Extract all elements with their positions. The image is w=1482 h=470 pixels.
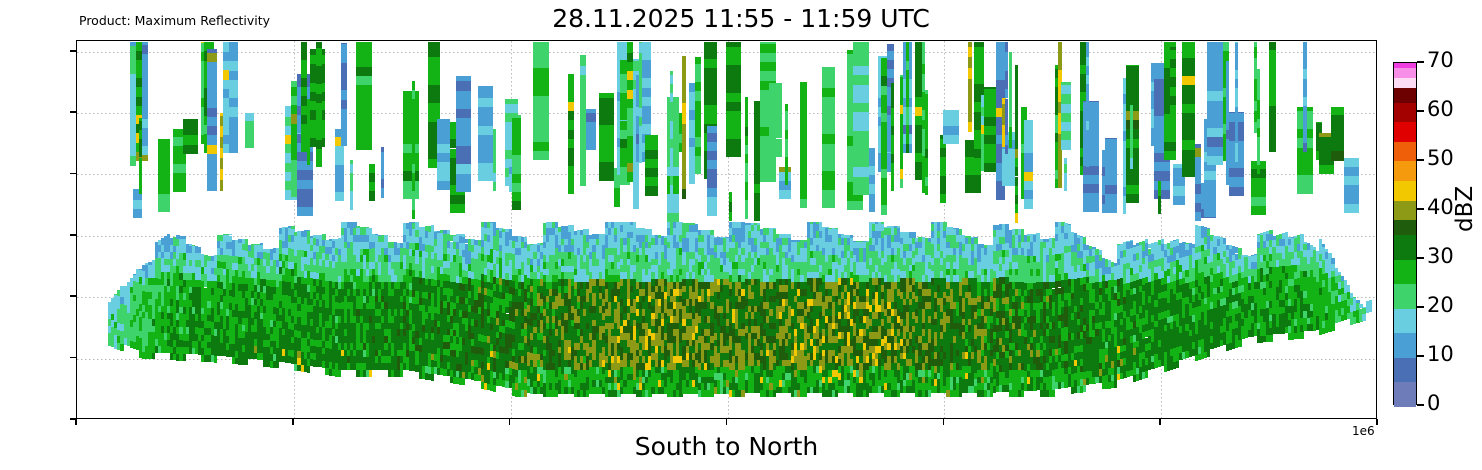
colorbar-tick [1417,110,1424,112]
y-axis-tick [70,111,76,113]
colorbar-band [1394,102,1416,123]
colorbar-tick [1417,404,1424,406]
x-axis-offset-text: 1e6 [1352,424,1375,438]
colorbar-band [1394,234,1416,260]
gridline-horizontal [77,174,1376,176]
page-title: 28.11.2025 11:55 - 11:59 UTC [0,4,1482,33]
colorbar-band [1394,200,1416,221]
y-axis-tick [70,356,76,359]
colorbar-tick-label: 20 [1427,293,1454,317]
gridline-vertical [1161,41,1163,418]
colorbar-band [1394,308,1416,333]
colorbar-band [1394,283,1416,309]
colorbar-tick-label: 50 [1427,146,1454,170]
y-axis-tick [70,234,76,236]
colorbar-band [1394,180,1416,201]
colorbar-band [1394,161,1416,182]
x-axis-tick [942,419,945,425]
x-axis-tick [725,419,728,425]
y-axis-tick [70,295,76,298]
colorbar-band [1394,259,1416,284]
y-axis-tick [70,172,76,175]
colorbar-band [1394,381,1416,407]
colorbar-title: dBZ [1452,186,1478,232]
x-axis-tick [292,419,294,425]
x-axis-label: South to North [76,432,1377,461]
x-axis-tick [1159,419,1161,425]
colorbar-tick-label: 60 [1427,97,1454,121]
colorbar-band [1394,77,1416,88]
x-axis-tick [508,419,511,425]
colorbar-tick [1417,208,1424,210]
colorbar: 0 10 20 30 40 50 60 70 [1393,48,1454,415]
colorbar-tick [1417,159,1424,161]
gridline-vertical [727,41,729,418]
colorbar-band [1394,87,1416,103]
colorbar-band [1394,67,1416,79]
product-label: Product: Maximum Reflectivity [79,13,270,28]
colorbar-tick-label: 30 [1427,244,1454,268]
colorbar-tick-label: 40 [1427,195,1454,219]
colorbar-tick [1417,306,1424,308]
colorbar-tick-label: 70 [1427,48,1454,72]
x-axis-tick [75,419,77,425]
x-axis-tick [1376,419,1378,425]
y-axis-tick [70,49,76,52]
colorbar-tick [1417,355,1424,357]
colorbar-band [1394,332,1416,358]
colorbar-band [1394,63,1416,69]
colorbar-band [1394,357,1416,382]
colorbar-tick [1417,257,1424,259]
colorbar-tick-label: 0 [1427,391,1440,415]
colorbar-band [1394,121,1416,142]
colorbar-tick-label: 10 [1427,342,1454,366]
colorbar-band [1394,219,1416,235]
y-axis-tick [70,418,76,420]
reflectivity-field [77,41,1376,418]
colorbar-band [1394,141,1416,162]
colorbar-gradient [1393,62,1417,407]
gridline-horizontal [77,235,1376,237]
radar-cross-section-plot [76,40,1377,419]
colorbar-tick [1417,61,1424,63]
